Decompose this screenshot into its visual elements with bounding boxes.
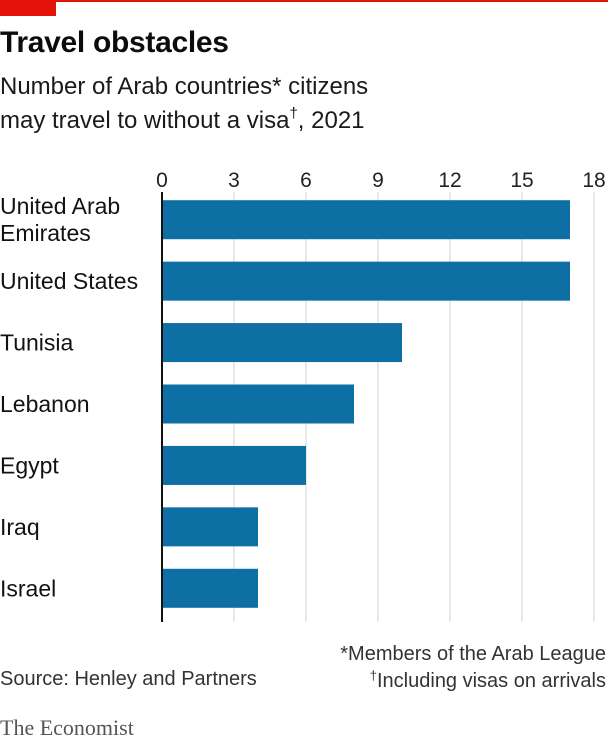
bar-israel [162, 568, 258, 608]
x-tick-label-18: 18 [582, 169, 605, 192]
category-label-united-arab-emirates: United Arab Emirates [0, 193, 120, 246]
x-tick-label-0: 0 [156, 169, 168, 192]
footnote-visas-text: Including visas on arrivals [377, 670, 606, 692]
bar-united-arab-emirates [162, 200, 570, 240]
chart-subtitle: Number of Arab countries* citizens may t… [0, 70, 600, 138]
x-tick-label-6: 6 [300, 169, 312, 192]
category-label-line: United States [0, 268, 138, 294]
subtitle-year: , 2021 [297, 107, 365, 134]
category-label-line: Tunisia [0, 330, 73, 356]
category-label-line: Iraq [0, 514, 40, 540]
top-rule [0, 0, 608, 2]
subtitle-dagger: † [289, 105, 298, 122]
category-label-israel: Israel [0, 575, 56, 601]
category-label-line: Israel [0, 575, 56, 601]
footnote-dagger: † [369, 668, 377, 683]
footnotes: *Members of the Arab League †Including v… [340, 641, 606, 695]
brand-wordmark: The Economist [0, 715, 134, 740]
x-tick-label-12: 12 [438, 169, 461, 192]
bar-tunisia [162, 323, 402, 363]
source-note: Source: Henley and Partners [0, 668, 257, 690]
x-tick-label-15: 15 [510, 169, 533, 192]
chart-title: Travel obstacles [0, 26, 229, 59]
subtitle-line-2: may travel to without a visa†, 2021 [0, 104, 600, 138]
category-label-tunisia: Tunisia [0, 330, 73, 356]
category-label-line: Emirates [0, 220, 91, 246]
category-label-united-states: United States [0, 268, 138, 294]
bar-chart: 0 3 6 9 12 15 18 United Arab Emirates United Stat… [0, 169, 606, 622]
brand-red-tag [0, 0, 56, 16]
subtitle-line-1: Number of Arab countries* citizens [0, 73, 369, 100]
category-label-egypt: Egypt [0, 452, 59, 478]
bar-iraq [162, 507, 258, 547]
subtitle-line-2-text: may travel to without a visa [0, 107, 290, 134]
category-label-line: Lebanon [0, 391, 90, 417]
bar-egypt [162, 445, 306, 485]
x-tick-label-3: 3 [228, 169, 240, 192]
footnote-arab-league: *Members of the Arab League [340, 643, 606, 665]
bar-united-states [162, 261, 570, 301]
footnote-visas: †Including visas on arrivals [340, 668, 606, 695]
category-label-lebanon: Lebanon [0, 391, 90, 417]
category-label-line: United Arab [0, 193, 120, 219]
category-label-line: Egypt [0, 452, 59, 478]
x-tick-label-9: 9 [372, 169, 384, 192]
bar-lebanon [162, 384, 354, 424]
category-label-iraq: Iraq [0, 514, 40, 540]
